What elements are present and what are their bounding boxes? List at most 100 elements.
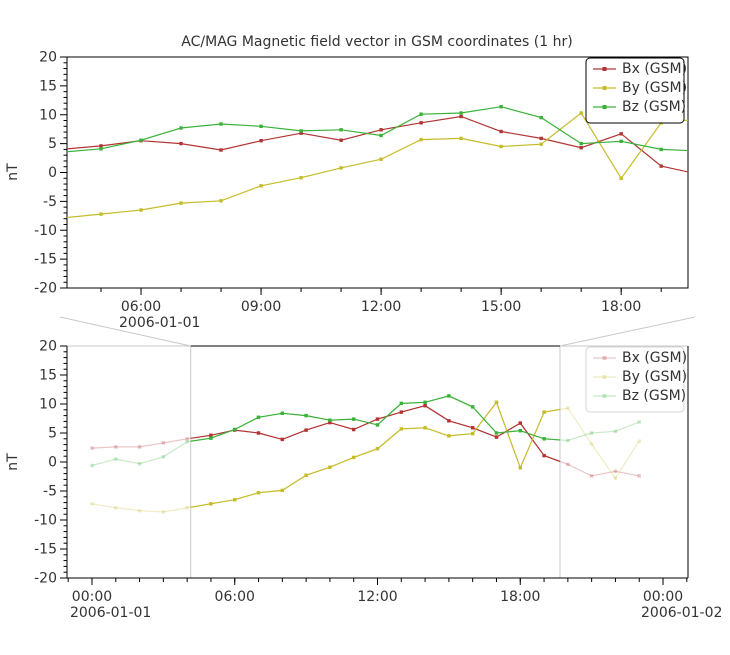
- data-point: [59, 148, 62, 151]
- data-point: [566, 438, 570, 443]
- bz-series-context: [190, 394, 560, 442]
- data-point: [161, 510, 166, 514]
- data-point: [19, 221, 22, 224]
- data-point: [280, 488, 284, 493]
- legend-marker: [602, 105, 607, 109]
- data-point: [499, 129, 503, 134]
- data-point: [352, 427, 356, 432]
- y-axis-detail: -20 -15 -10 -5 0 5 10 15 20: [34, 50, 67, 297]
- data-point: [423, 426, 427, 430]
- y-tick-label: -20: [34, 281, 57, 297]
- data-point: [185, 440, 189, 444]
- data-point: [161, 441, 166, 445]
- y-tick-label: 10: [39, 397, 57, 413]
- x-tick-label: 15:00: [481, 299, 521, 315]
- data-point: [114, 445, 118, 449]
- data-point: [542, 453, 546, 458]
- x-tick-label: 06:00: [215, 589, 255, 605]
- data-point: [339, 166, 343, 170]
- data-point: [494, 435, 499, 439]
- y-tick-label: 5: [48, 426, 57, 442]
- data-point: [589, 431, 594, 435]
- data-point: [209, 502, 213, 506]
- y-tick-label: 20: [39, 50, 57, 66]
- y-axis-context: -20 -15 -10 -5 0 5 10 15 20: [34, 339, 67, 587]
- bz-series-detail: [67, 105, 688, 153]
- data-point: [352, 455, 356, 460]
- data-point: [637, 420, 641, 424]
- data-point: [137, 445, 142, 449]
- data-point: [579, 146, 583, 150]
- data-point: [379, 133, 383, 138]
- data-point: [579, 111, 583, 115]
- x-tick-label: 18:00: [601, 299, 641, 315]
- data-point: [375, 417, 380, 421]
- data-point: [219, 199, 223, 203]
- data-point: [233, 498, 237, 502]
- legend-marker: [602, 394, 607, 398]
- data-point: [375, 423, 380, 427]
- data-point: [659, 147, 663, 152]
- data-point: [589, 474, 594, 478]
- legend-entry-by: [593, 86, 616, 90]
- data-point: [179, 126, 183, 130]
- y-tick-label: 0: [48, 165, 57, 181]
- data-point: [299, 131, 303, 135]
- legend-marker: [602, 86, 607, 90]
- data-point: [423, 400, 427, 404]
- data-point: [233, 427, 237, 432]
- y-tick-label: -5: [43, 484, 57, 500]
- data-point: [114, 506, 118, 510]
- legend-label: Bz (GSM): [622, 99, 686, 115]
- data-point: [399, 410, 403, 414]
- x-date-label: 2006-01-02: [641, 605, 722, 621]
- data-point: [539, 136, 543, 141]
- data-point: [179, 141, 183, 146]
- data-point: [613, 429, 618, 433]
- bx-series-context-faded: [90, 404, 641, 478]
- x-tick-label: 12:00: [361, 299, 401, 315]
- data-point: [637, 439, 641, 443]
- data-point: [659, 164, 663, 168]
- x-tick-label: 12:00: [357, 589, 397, 605]
- data-point: [137, 509, 142, 513]
- data-point: [99, 212, 103, 216]
- data-point: [185, 506, 189, 510]
- data-point: [328, 418, 332, 422]
- legend-entry-bz: [593, 105, 616, 109]
- legend-detail: Bx (GSM) By (GSM) Bz (GSM): [585, 57, 687, 124]
- data-point: [471, 405, 475, 409]
- data-point: [459, 136, 463, 141]
- data-point: [209, 433, 213, 437]
- data-point: [339, 138, 343, 142]
- legend-marker: [602, 375, 607, 379]
- data-point: [179, 201, 183, 205]
- data-point: [280, 437, 284, 442]
- data-point: [419, 112, 423, 116]
- data-point: [423, 404, 427, 408]
- data-point: [114, 457, 118, 461]
- y-tick-label: -15: [34, 252, 57, 268]
- data-point: [304, 473, 308, 477]
- data-point: [219, 148, 223, 152]
- data-point: [459, 111, 463, 115]
- data-point: [619, 176, 623, 180]
- data-point: [518, 429, 522, 433]
- legend-entry-by: [593, 375, 616, 379]
- by-series-context-faded: [90, 400, 641, 514]
- data-point: [518, 421, 522, 425]
- data-point: [59, 216, 62, 219]
- data-point: [566, 462, 570, 466]
- data-point: [539, 142, 543, 146]
- data-point: [139, 138, 143, 142]
- y-tick-label: -5: [43, 194, 57, 210]
- legend-label: Bx (GSM): [622, 61, 687, 77]
- data-point: [352, 417, 356, 421]
- data-point: [542, 410, 546, 414]
- data-point: [19, 152, 22, 155]
- legend-entry-bx: [593, 356, 616, 360]
